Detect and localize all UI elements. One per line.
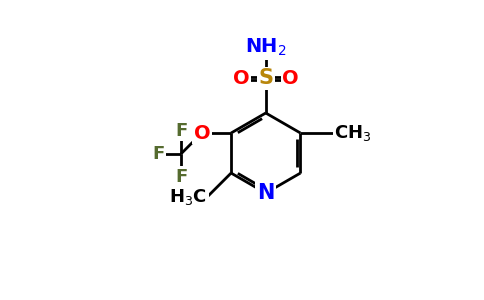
Text: O: O [282,69,299,88]
Text: F: F [175,168,187,186]
Text: H$_3$C: H$_3$C [169,187,207,207]
Text: N: N [257,183,274,203]
Text: NH$_2$: NH$_2$ [245,37,287,58]
Text: O: O [233,69,249,88]
Text: F: F [152,145,164,163]
Text: S: S [258,68,273,88]
Text: F: F [175,122,187,140]
Text: CH$_3$: CH$_3$ [334,123,372,143]
Text: O: O [194,124,210,142]
